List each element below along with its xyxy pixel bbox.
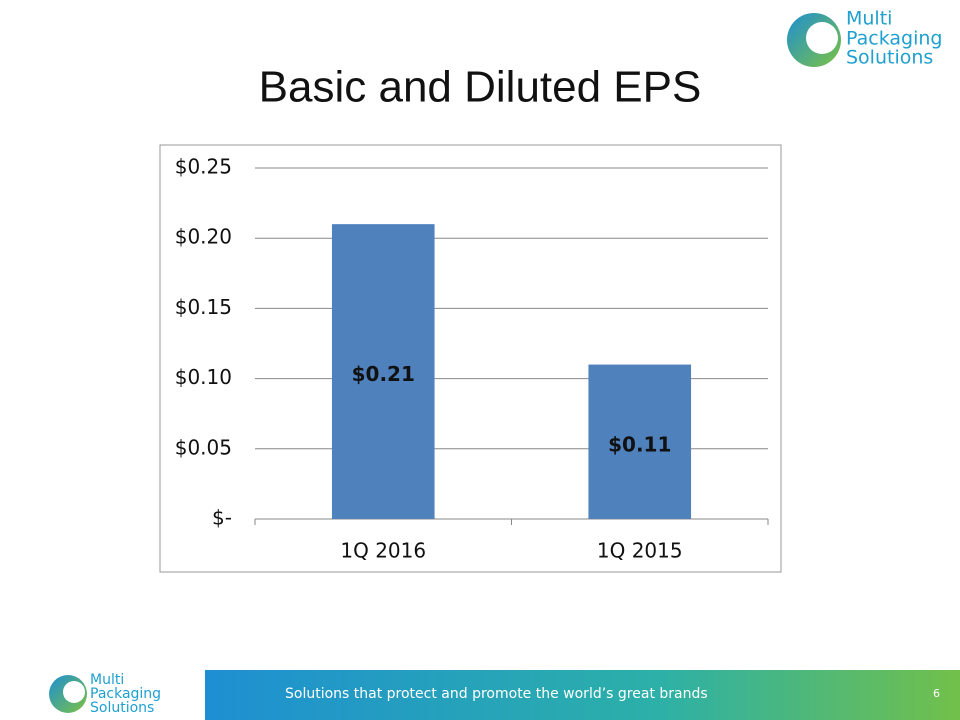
footer-band xyxy=(205,670,960,720)
page-number: 6 xyxy=(933,687,940,700)
bar xyxy=(588,364,692,519)
x-tick-label: 1Q 2015 xyxy=(597,539,683,563)
logo-text: Packaging xyxy=(90,686,161,702)
plot-area: $- $0.05 $0.10 $0.15 $0.20 $0.25 1Q 2016 $0.21 1… xyxy=(175,155,769,563)
x-tick-label: 1Q 2016 xyxy=(340,539,426,563)
y-tick-label: $0.25 xyxy=(175,155,232,179)
data-label: $0.21 xyxy=(352,362,415,386)
y-tick-label: $0.15 xyxy=(175,295,232,319)
y-tick-label: $- xyxy=(212,506,232,530)
y-tick-label: $0.10 xyxy=(175,365,232,389)
logo-text: Solutions xyxy=(846,47,933,69)
logo-text: Multi xyxy=(90,672,124,688)
logo-text: Multi xyxy=(846,8,892,30)
logo-mark-inner xyxy=(806,22,838,54)
chart-title: Basic and Diluted EPS xyxy=(259,63,702,112)
logo-text: Packaging xyxy=(846,28,942,50)
bar xyxy=(331,224,435,519)
y-tick-label: $0.20 xyxy=(175,225,232,249)
logo-text: Solutions xyxy=(90,700,154,716)
y-tick-label: $0.05 xyxy=(175,435,232,459)
data-label: $0.11 xyxy=(608,432,671,456)
footer-tagline: Solutions that protect and promote the w… xyxy=(285,686,708,702)
logo: Multi Packaging Solutions xyxy=(787,8,942,69)
logo-mark-inner xyxy=(63,681,85,703)
footer-logo: Multi Packaging Solutions xyxy=(49,672,161,716)
